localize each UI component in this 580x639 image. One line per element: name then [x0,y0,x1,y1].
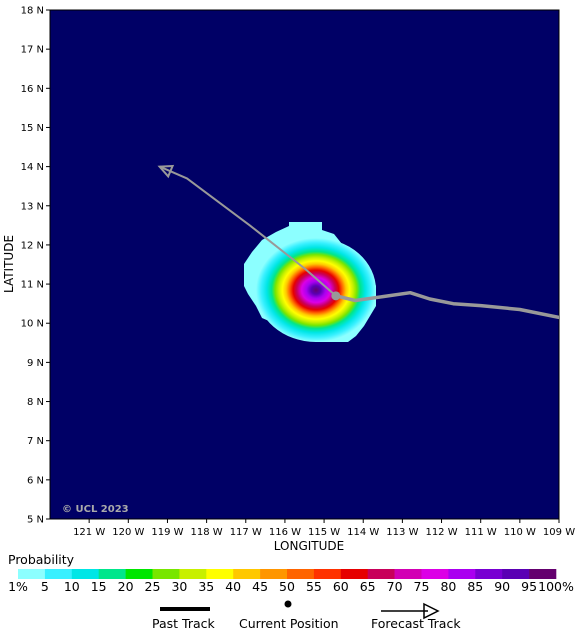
y-axis-title: LATITUDE [2,235,16,293]
latitude-label: 12 N [21,240,44,251]
color-bar-swatch [71,569,99,579]
color-bar-label: 5 [41,579,49,594]
color-bar-swatch [475,569,503,579]
legend-title: Probability [8,552,75,567]
color-bar-swatch [529,569,557,579]
latitude-label: 17 N [21,45,44,56]
color-bar-label: 15 [91,579,107,594]
color-bar-swatch [260,569,288,579]
color-bar-label: 75 [414,579,430,594]
longitude-label: 110 W [504,527,536,538]
color-bar-label: 10 [64,579,80,594]
forecast-track-key-label: Forecast Track [371,616,461,631]
color-bar-label: 25 [145,579,161,594]
color-bar-label: 70 [387,579,403,594]
forecast-track-key-icon [381,602,440,620]
longitude-label: 120 W [112,527,144,538]
color-bar-swatch [502,569,530,579]
latitude-label: 11 N [21,280,44,291]
color-bar-swatch [287,569,315,579]
latitude-label: 10 N [21,319,44,330]
current-position-key-icon [284,600,292,608]
color-bar-label: 20 [118,579,134,594]
latitude-label: 6 N [27,475,44,486]
color-bar-label: 1% [8,579,28,594]
color-bar-label: 85 [467,579,483,594]
longitude-label: 115 W [308,527,340,538]
color-bar-swatch [340,569,368,579]
latitude-label: 8 N [27,397,44,408]
color-bar-swatch [206,569,234,579]
longitude-label: 112 W [425,527,457,538]
latitude-label: 18 N [21,6,44,17]
latitude-label: 14 N [21,162,44,173]
color-bar-label: 55 [306,579,322,594]
color-bar-swatch [44,569,73,579]
longitude-label: 111 W [465,527,497,538]
latitude-label: 9 N [27,358,44,369]
x-axis-title: LONGITUDE [274,539,344,553]
forecast-arrowhead-icon [157,164,175,179]
plot-border [49,9,560,520]
latitude-labels: 18 N 17 N 16 N 15 N 14 N 13 N 12 N 11 N 10 N 9 N 8… [21,6,44,526]
color-bar-swatch [152,569,180,579]
forecast-track-line [159,165,337,297]
longitude-label: 119 W [151,527,183,538]
probability-swath [244,222,376,342]
color-bar-swatch [98,569,126,579]
color-bar-label: 65 [360,579,376,594]
color-bar-label: 45 [252,579,268,594]
color-bar-swatch [367,569,395,579]
longitude-label: 121 W [73,527,105,538]
color-bar-label: 35 [198,579,214,594]
probability-color-bar [18,569,557,579]
longitude-label: 109 W [543,527,575,538]
color-bar-label: 80 [440,579,456,594]
latitude-label: 7 N [27,436,44,447]
color-bar-label: 50 [279,579,295,594]
color-bar-swatch [179,569,207,579]
color-bar-swatch [233,569,261,579]
color-bar-swatch [125,569,153,579]
longitude-label: 118 W [191,527,223,538]
longitude-label: 114 W [347,527,379,538]
color-bar-label: 60 [333,579,349,594]
longitude-label: 113 W [386,527,418,538]
longitude-labels: 121 W 120 W 119 W 118 W 117 W 116 W 115 W 114 W… [73,527,575,538]
current-position-marker [331,291,341,301]
color-bar-swatch [313,569,342,579]
latitude-label: 13 N [21,201,44,212]
latitude-label: 15 N [21,123,44,134]
latitude-label: 16 N [21,84,44,95]
probability-color-bar-labels: 1% 5 10 15 20 25 30 35 40 45 50 55 60 65 70 75 80 85 90 95 1… [8,579,574,594]
watermark: © UCL 2023 [62,504,129,515]
color-bar-label: 95 [521,579,537,594]
color-bar-swatch [421,569,449,579]
latitude-label: 5 N [27,515,44,526]
longitude-label: 116 W [269,527,301,538]
axis-ticks [46,9,560,523]
current-position-key-label: Current Position [239,616,339,631]
color-bar-swatch [394,569,422,579]
color-bar-swatch [448,569,476,579]
past-track-key-label: Past Track [152,616,215,631]
longitude-label: 117 W [230,527,262,538]
past-track-line [334,290,559,320]
color-bar-label: 90 [494,579,510,594]
color-bar-label: 30 [171,579,187,594]
color-bar-swatch [18,569,46,579]
color-bar-label: 40 [225,579,241,594]
color-bar-label: 100% [538,579,574,594]
